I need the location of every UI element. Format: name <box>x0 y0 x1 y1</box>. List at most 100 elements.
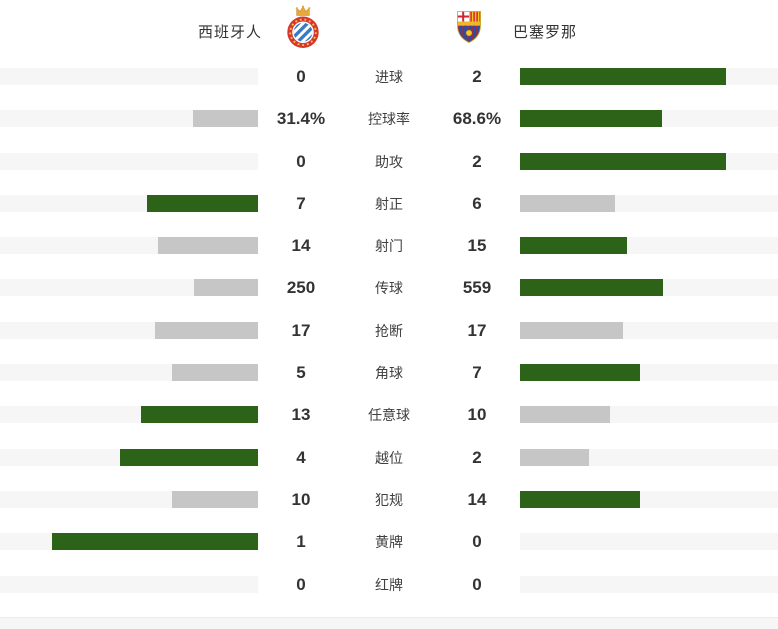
home-bar-fill <box>158 237 258 255</box>
home-bar-fill <box>146 194 258 212</box>
home-bar-fill <box>193 110 258 128</box>
away-stat-value: 2 <box>472 151 482 171</box>
stats-list: 0 进球 2 31.4% 控球率 68.6% 0 助攻 2 7 射正 6 14 射门 15 250 传球 559 1… <box>0 67 778 594</box>
home-bar-track <box>0 237 258 255</box>
stat-label: 抢断 <box>375 322 403 339</box>
stat-label: 角球 <box>375 365 403 382</box>
away-stat-value: 15 <box>467 236 487 256</box>
home-stat-value: 17 <box>291 320 311 340</box>
away-stat-value: 0 <box>472 574 482 594</box>
away-stat-value: 10 <box>467 405 487 425</box>
home-stat-value: 13 <box>291 405 311 425</box>
footer-bar <box>0 617 778 629</box>
stat-row: 4 越位 2 <box>0 447 778 467</box>
away-bar-fill <box>520 237 627 255</box>
header: 西班牙人 <box>0 0 778 68</box>
home-bar-track <box>0 533 258 551</box>
away-bar-fill <box>520 194 616 212</box>
home-stat-value: 0 <box>296 151 306 171</box>
stat-label: 任意球 <box>368 407 410 424</box>
stat-label: 犯规 <box>375 491 403 508</box>
home-bar-track <box>0 406 258 424</box>
home-bar-track <box>0 68 258 85</box>
away-bar-track <box>520 194 778 212</box>
home-stat-value: 14 <box>291 236 311 256</box>
home-bar-track <box>0 194 258 212</box>
stat-row: 10 犯规 14 <box>0 489 778 509</box>
home-bar-fill <box>51 533 258 551</box>
away-bar-track <box>520 575 778 593</box>
away-bar-fill <box>520 364 641 382</box>
home-stat-value: 7 <box>296 193 306 213</box>
stat-row: 17 抢断 17 <box>0 320 778 340</box>
stat-row: 0 助攻 2 <box>0 151 778 171</box>
home-bar-track <box>0 575 258 593</box>
away-bar-track <box>520 321 778 339</box>
away-bar-fill <box>520 448 589 466</box>
away-bar-fill <box>520 321 624 339</box>
away-bar-track <box>520 448 778 466</box>
away-stat-value: 559 <box>462 278 492 298</box>
away-bar-fill <box>520 490 641 508</box>
espanyol-crest-icon <box>285 5 321 54</box>
home-stat-value: 31.4% <box>276 109 326 129</box>
stat-row: 250 传球 559 <box>0 278 778 298</box>
away-bar-fill <box>520 68 727 85</box>
home-bar-track <box>0 448 258 466</box>
home-bar-track <box>0 279 258 297</box>
home-stat-value: 250 <box>286 278 316 298</box>
away-stat-value: 0 <box>472 532 482 552</box>
away-stat-value: 14 <box>467 489 487 509</box>
stat-label: 红牌 <box>375 576 403 593</box>
home-stat-value: 10 <box>291 489 311 509</box>
stat-label: 进球 <box>375 69 403 85</box>
stat-label: 射门 <box>375 238 403 255</box>
away-bar-fill <box>520 279 663 297</box>
away-bar-track <box>520 279 778 297</box>
home-bar-fill <box>194 279 258 297</box>
home-bar-track <box>0 110 258 128</box>
away-bar-track <box>520 533 778 551</box>
stat-row: 13 任意球 10 <box>0 405 778 425</box>
home-stat-value: 5 <box>296 363 306 383</box>
stat-row: 0 红牌 0 <box>0 574 778 594</box>
away-stat-value: 2 <box>472 67 482 86</box>
barcelona-crest-icon <box>456 10 482 49</box>
home-bar-fill <box>172 364 258 382</box>
away-bar-track <box>520 364 778 382</box>
home-stat-value: 0 <box>296 574 306 594</box>
away-bar-track <box>520 110 778 128</box>
away-bar-fill <box>520 152 727 170</box>
away-stat-value: 7 <box>472 363 482 383</box>
stat-label: 助攻 <box>375 153 403 170</box>
home-bar-track <box>0 321 258 339</box>
home-bar-fill <box>154 321 258 339</box>
stat-row: 31.4% 控球率 68.6% <box>0 109 778 129</box>
home-bar-fill <box>172 490 258 508</box>
stat-label: 传球 <box>375 280 403 297</box>
home-stat-value: 4 <box>296 447 306 467</box>
stat-label: 射正 <box>375 195 403 212</box>
stat-row: 14 射门 15 <box>0 236 778 256</box>
away-bar-track <box>520 490 778 508</box>
away-bar-track <box>520 237 778 255</box>
away-bar-fill <box>520 110 662 128</box>
away-stat-value: 17 <box>467 320 487 340</box>
away-stat-value: 68.6% <box>452 109 502 129</box>
home-bar-fill <box>141 406 258 424</box>
away-team-name: 巴塞罗那 <box>513 24 578 41</box>
home-team-name: 西班牙人 <box>197 24 262 41</box>
stat-label: 黄牌 <box>375 534 403 551</box>
stat-row: 1 黄牌 0 <box>0 532 778 552</box>
away-bar-track <box>520 68 778 85</box>
away-bar-track <box>520 152 778 170</box>
away-stat-value: 2 <box>472 447 482 467</box>
home-bar-track <box>0 490 258 508</box>
home-stat-value: 1 <box>296 532 306 552</box>
stat-row: 0 进球 2 <box>0 67 778 86</box>
home-bar-track <box>0 364 258 382</box>
stat-row: 5 角球 7 <box>0 363 778 383</box>
home-bar-fill <box>120 448 258 466</box>
stat-label: 越位 <box>375 449 403 466</box>
